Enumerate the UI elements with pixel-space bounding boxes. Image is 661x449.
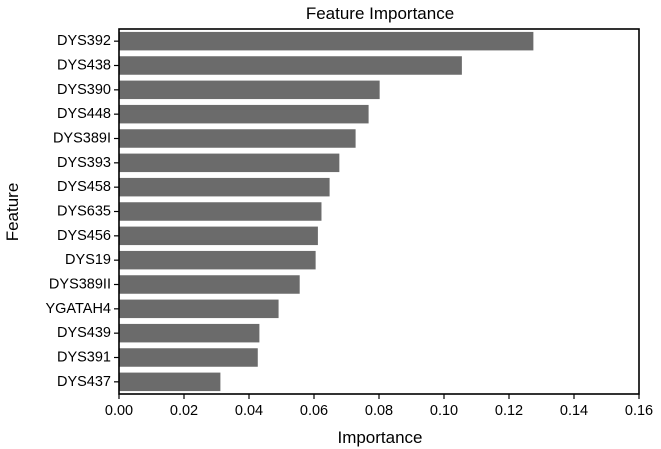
- bar-dys389ii: [119, 275, 300, 294]
- y-tick-label-dys393: DYS393: [57, 155, 111, 171]
- bar-ygatah4: [119, 299, 279, 319]
- bar-dys392: [119, 31, 534, 51]
- plot-frame: [118, 28, 640, 395]
- x-axis: 0.00 0.02 0.04 0.06 0.08 0.10 0.12 0.14 0.16: [105, 394, 653, 419]
- y-tick-label-dys19: DYS19: [65, 252, 111, 268]
- bar-dys438: [119, 56, 462, 75]
- x-tick-label: 0.16: [625, 403, 653, 419]
- y-tick-label-dys458: DYS458: [57, 179, 111, 195]
- bars-layer: [119, 31, 534, 392]
- y-axis-label: Feature: [3, 183, 22, 242]
- y-tick-label-dys391: DYS391: [57, 350, 111, 366]
- x-tick-label: 0.00: [105, 403, 133, 419]
- y-tick-label-ygatah4: YGATAH4: [45, 301, 111, 317]
- y-tick-label-dys635: DYS635: [57, 204, 111, 220]
- x-tick-label: 0.12: [495, 403, 523, 419]
- chart-title: Feature Importance: [306, 4, 454, 23]
- bar-dys390: [119, 80, 380, 100]
- x-axis-label: Importance: [337, 428, 422, 447]
- x-tick-label: 0.04: [235, 403, 263, 419]
- y-tick-label-dys439: DYS439: [57, 325, 111, 341]
- y-tick-label-dys438: DYS438: [57, 58, 111, 74]
- x-tick-label: 0.02: [170, 403, 198, 419]
- x-tick-label: 0.08: [365, 403, 393, 419]
- y-tick-label-dys392: DYS392: [57, 33, 111, 49]
- bar-dys456: [119, 226, 318, 246]
- bar-dys437: [119, 372, 221, 392]
- bar-dys439: [119, 323, 260, 343]
- x-tick-label: 0.06: [300, 403, 328, 419]
- bar-dys635: [119, 202, 322, 221]
- bar-dys458: [119, 177, 330, 197]
- bar-dys391: [119, 348, 258, 367]
- y-tick-label-dys437: DYS437: [57, 374, 111, 390]
- x-tick-label: 0.14: [560, 403, 588, 419]
- x-tick-label: 0.10: [430, 403, 458, 419]
- y-tick-label-dys456: DYS456: [57, 228, 111, 244]
- y-tick-label-dys389i: DYS389I: [53, 131, 111, 147]
- y-tick-label-dys390: DYS390: [57, 82, 111, 98]
- bar-dys19: [119, 250, 316, 270]
- y-tick-label-dys448: DYS448: [57, 106, 111, 122]
- bar-dys393: [119, 153, 340, 173]
- bar-dys448: [119, 104, 369, 124]
- y-axis: DYS392 DYS438 DYS390 DYS448 DYS389I DYS393 DYS…: [45, 33, 119, 390]
- bar-dys389i: [119, 129, 356, 148]
- y-tick-label-dys389ii: DYS389II: [49, 277, 111, 293]
